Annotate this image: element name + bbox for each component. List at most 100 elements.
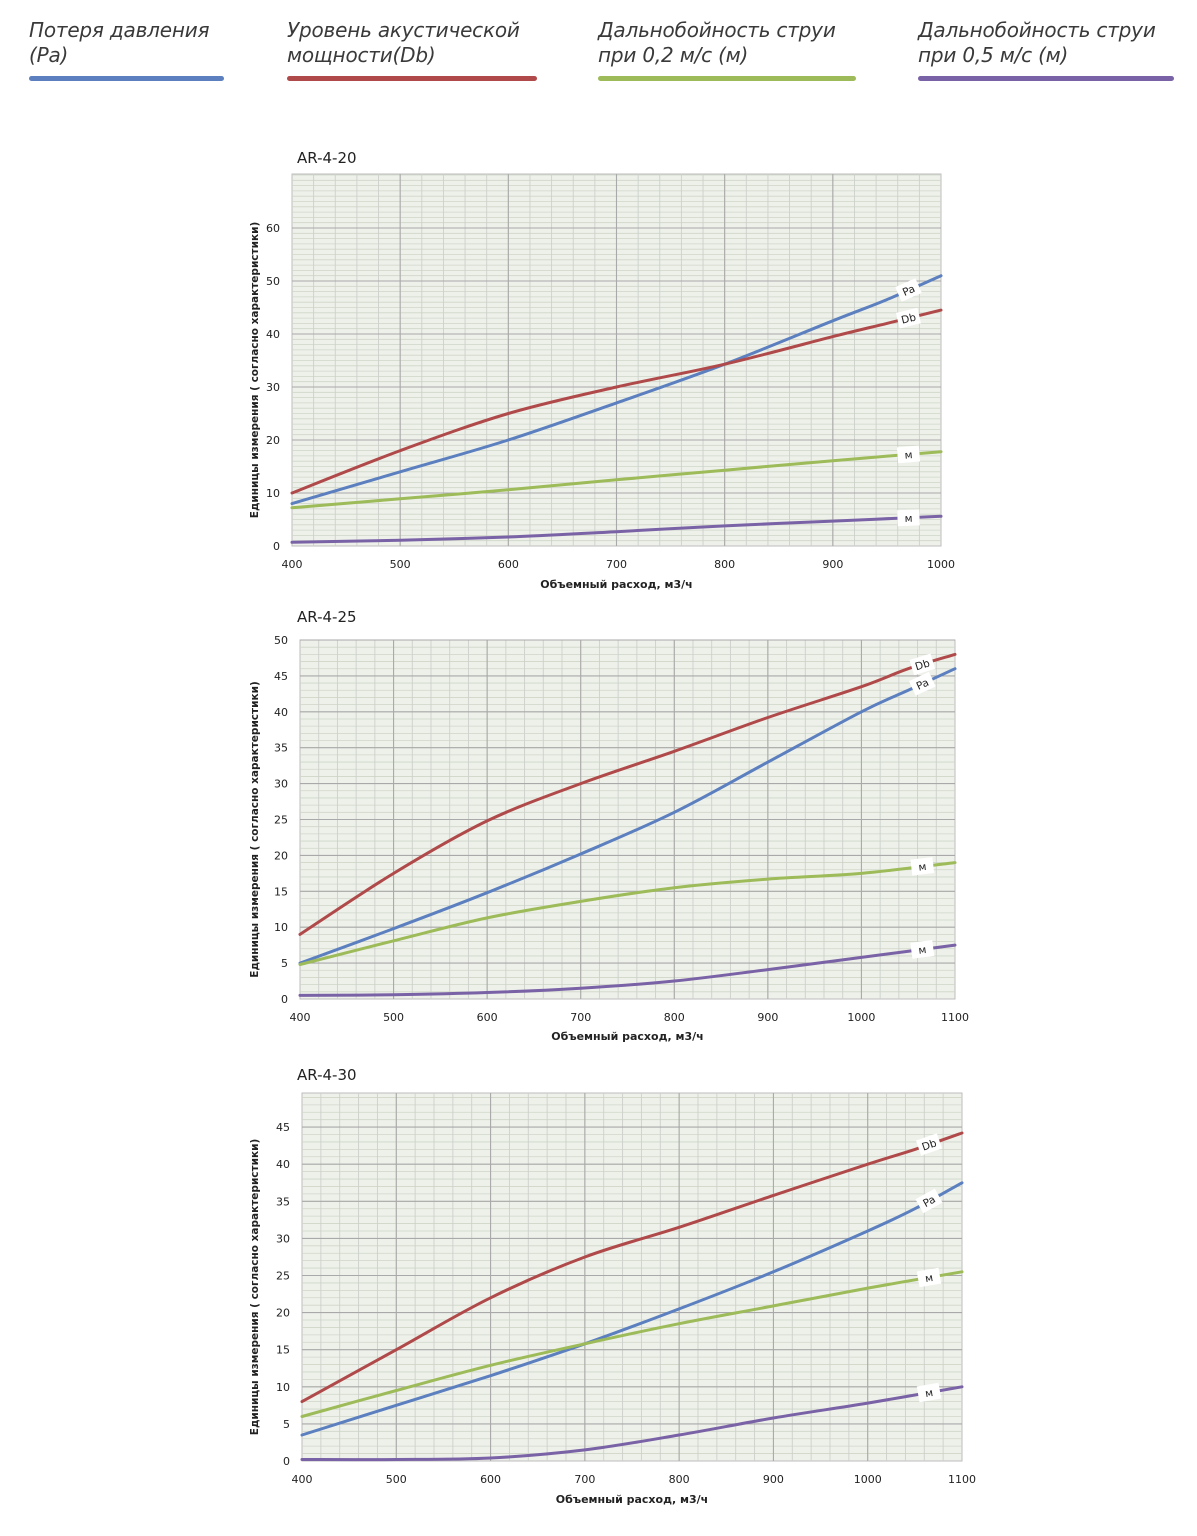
series-label-text: Pa — [901, 283, 917, 299]
y-axis-label: Единицы измерения ( согласно характерист… — [249, 1139, 261, 1435]
y-tick-label: 35 — [276, 1195, 290, 1208]
x-tick-label: 800 — [664, 1011, 685, 1024]
y-tick-label: 20 — [274, 849, 288, 862]
series-label-text: Pa — [921, 1194, 938, 1210]
series-label-bg — [896, 445, 921, 464]
series-label-1: Db — [909, 653, 936, 676]
x-tick-label: 700 — [574, 1473, 595, 1486]
chart-ar-4-20: 0 10 20 30 40 50 60 400 500 600 700 800 900 1000 AR-4-… — [249, 149, 955, 591]
legend-item-throw-02: Дальнобойность струи при 0,2 м/с (м) — [598, 18, 856, 81]
series-line-2 — [300, 1270, 964, 1418]
chart-title: AR-4-25 — [297, 608, 357, 626]
x-tick-label: 600 — [498, 558, 519, 571]
x-tick-label: 400 — [282, 558, 303, 571]
y-tick-label: 50 — [274, 634, 288, 647]
series-label-bg — [910, 857, 935, 876]
series-label-bg — [910, 940, 935, 959]
y-tick-label: 20 — [276, 1307, 290, 1320]
series-label-text: Db — [920, 1137, 938, 1153]
plot-area — [301, 1092, 963, 1462]
series-label-bg — [915, 1188, 943, 1214]
x-tick-label: 500 — [390, 558, 411, 571]
x-tick-label: 400 — [290, 1011, 311, 1024]
series-label-0: Db — [915, 1133, 943, 1156]
legend-label: Уровень акустической мощности(Db) — [287, 18, 520, 67]
y-tick-label: 45 — [274, 670, 288, 683]
x-tick-label: 500 — [383, 1011, 404, 1024]
series-label-0: Pa — [895, 278, 922, 302]
legend: Потеря давления (Pa) Уровень акустическо… — [0, 0, 1197, 100]
series-line-1 — [290, 308, 943, 495]
y-tick-label: 45 — [276, 1121, 290, 1134]
y-tick-label: 30 — [274, 778, 288, 791]
series-label-text: м — [904, 449, 913, 462]
x-tick-label: 1100 — [941, 1011, 969, 1024]
series-label-bg — [915, 1133, 943, 1156]
y-tick-label: 35 — [274, 742, 288, 755]
y-axis-label: Единицы измерения ( согласно характерист… — [249, 681, 261, 977]
legend-label: Потеря давления (Pa) — [29, 18, 210, 67]
series-label-text: Pa — [915, 677, 931, 693]
y-tick-label: 0 — [281, 993, 288, 1006]
x-axis-label: Объемный расход, м3/ч — [551, 1030, 703, 1043]
series-label-0: Pa — [908, 671, 936, 696]
y-tick-label: 5 — [283, 1418, 290, 1431]
y-tick-label: 0 — [283, 1455, 290, 1468]
chart-ar-4-25: 0 5 10 15 20 25 30 35 40 45 50 400 500 600 700 800 900 10… — [249, 608, 969, 1043]
y-tick-label: 15 — [276, 1344, 290, 1357]
legend-label: Дальнобойность струи при 0,2 м/с (м) — [598, 18, 836, 67]
series-label-text: м — [918, 944, 927, 957]
chart-title: AR-4-20 — [297, 149, 357, 167]
y-tick-label: 50 — [266, 275, 280, 288]
y-tick-label: 10 — [274, 921, 288, 934]
series-label-text: Db — [900, 311, 918, 326]
y-tick-label: 20 — [266, 434, 280, 447]
x-tick-label: 1000 — [927, 558, 955, 571]
x-tick-label: 800 — [714, 558, 735, 571]
legend-swatch-blue — [29, 76, 224, 81]
x-tick-label: 1000 — [854, 1473, 882, 1486]
y-tick-label: 15 — [274, 885, 288, 898]
series-label-1: Db — [895, 307, 922, 329]
series-label-2: м — [916, 1267, 942, 1288]
y-tick-label: 40 — [274, 706, 288, 719]
x-tick-label: 500 — [386, 1473, 407, 1486]
series-label-text: м — [904, 513, 912, 525]
y-tick-label: 0 — [273, 540, 280, 553]
grid — [292, 174, 941, 546]
legend-swatch-purple — [918, 76, 1174, 81]
legend-swatch-green — [598, 76, 856, 81]
chart-ar-4-30: 0 5 10 15 20 25 30 35 40 45 400 500 600 700 800 900 1000… — [249, 1066, 976, 1506]
y-tick-label: 60 — [266, 222, 280, 235]
series-label-bg — [897, 509, 920, 527]
legend-item-pressure-loss: Потеря давления (Pa) — [29, 18, 224, 81]
series-label-bg — [895, 307, 922, 329]
y-tick-label: 30 — [276, 1232, 290, 1245]
series-line-0 — [300, 1131, 964, 1404]
series-label-bg — [909, 653, 936, 676]
series-label-3: м — [897, 509, 920, 527]
x-tick-label: 1100 — [948, 1473, 976, 1486]
x-tick-label: 900 — [757, 1011, 778, 1024]
y-tick-label: 40 — [276, 1158, 290, 1171]
x-tick-label: 900 — [822, 558, 843, 571]
x-tick-label: 600 — [477, 1011, 498, 1024]
y-tick-label: 25 — [274, 814, 288, 827]
legend-swatch-red — [287, 76, 537, 81]
series-line-2 — [298, 861, 957, 966]
x-tick-label: 800 — [669, 1473, 690, 1486]
series-label-text: м — [924, 1387, 934, 1400]
series-label-3: м — [916, 1382, 942, 1403]
series-label-3: м — [910, 940, 935, 959]
y-tick-label: 5 — [281, 957, 288, 970]
x-axis-label: Объемный расход, м3/ч — [540, 578, 692, 591]
y-tick-label: 30 — [266, 381, 280, 394]
x-tick-label: 1000 — [847, 1011, 875, 1024]
series-label-text: Db — [914, 657, 932, 673]
x-tick-label: 700 — [606, 558, 627, 571]
series-line-1 — [300, 1181, 964, 1437]
x-tick-label: 600 — [480, 1473, 501, 1486]
y-tick-label: 10 — [266, 487, 280, 500]
y-axis-label: Единицы измерения ( согласно характерист… — [249, 222, 261, 518]
